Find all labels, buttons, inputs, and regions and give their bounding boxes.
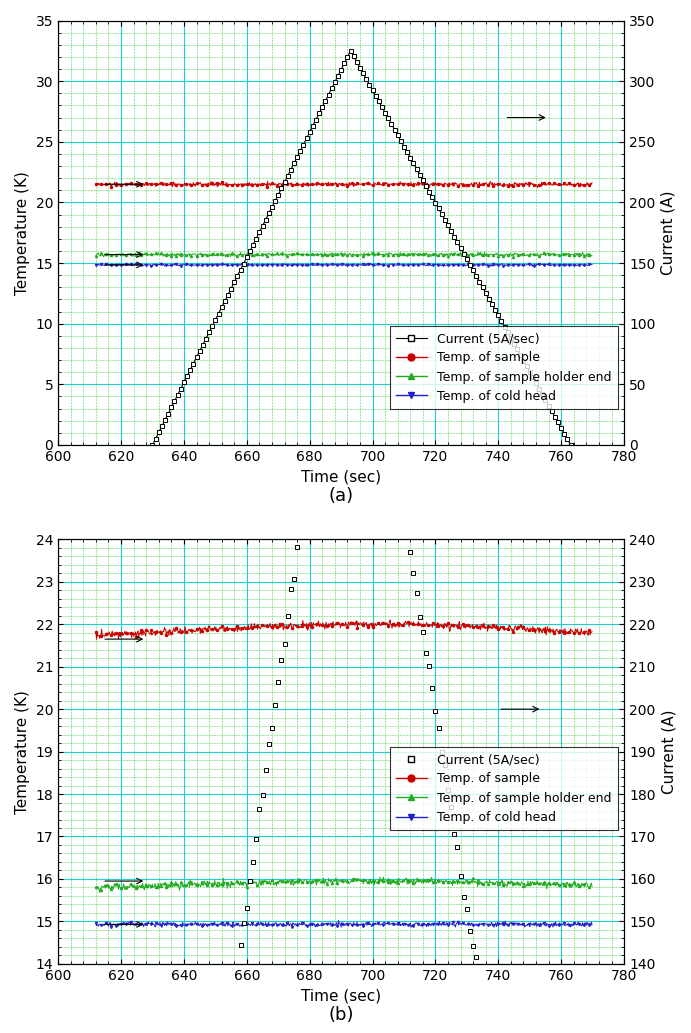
Y-axis label: Current (A): Current (A) (661, 190, 676, 275)
X-axis label: Time (sec): Time (sec) (301, 469, 381, 484)
Y-axis label: Temperature (K): Temperature (K) (15, 690, 30, 814)
Y-axis label: Current (A): Current (A) (661, 710, 676, 793)
Text: (a): (a) (328, 488, 354, 505)
Y-axis label: Temperature (K): Temperature (K) (15, 170, 30, 294)
Text: (b): (b) (328, 1006, 354, 1025)
Legend: Current (5A/sec), Temp. of sample, Temp. of sample holder end, Temp. of cold hea: Current (5A/sec), Temp. of sample, Temp.… (390, 325, 618, 409)
Legend: Current (5A/sec), Temp. of sample, Temp. of sample holder end, Temp. of cold hea: Current (5A/sec), Temp. of sample, Temp.… (390, 747, 618, 831)
X-axis label: Time (sec): Time (sec) (301, 989, 381, 1003)
